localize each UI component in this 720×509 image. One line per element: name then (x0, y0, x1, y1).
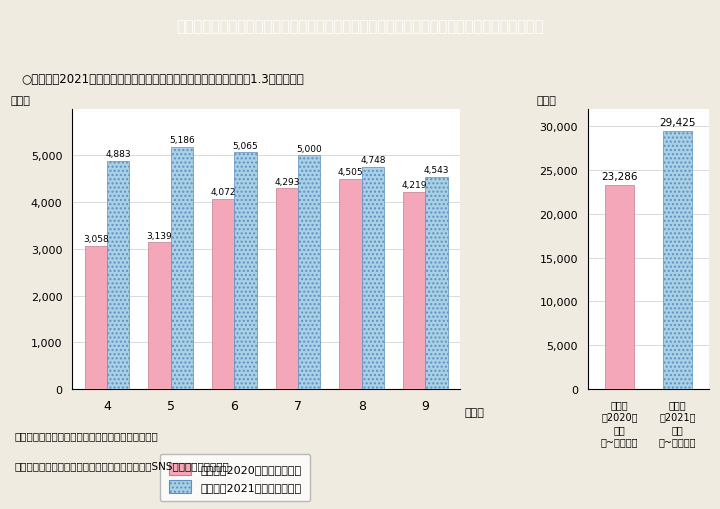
Text: 5,065: 5,065 (233, 142, 258, 150)
Text: （件）: （件） (536, 96, 557, 106)
Bar (212, 200, 234, 389)
Bar (107, 161, 130, 389)
Bar (606, 186, 634, 389)
Legend: 令和２（2020）年度４～９月, 令和３（2021）年度４～９月: 令和２（2020）年度４～９月, 令和３（2021）年度４～９月 (160, 454, 310, 501)
Text: 4,543: 4,543 (424, 165, 449, 175)
Bar (85, 247, 107, 389)
Text: 4,293: 4,293 (274, 177, 300, 186)
Bar (298, 156, 320, 389)
Bar (361, 168, 384, 389)
Bar (276, 189, 298, 389)
Bar (148, 243, 171, 389)
Bar (171, 148, 193, 389)
Text: 3,139: 3,139 (147, 231, 172, 240)
Text: （備考）１．内閣府男女共同参画局調べより作成。: （備考）１．内閣府男女共同参画局調べより作成。 (14, 430, 158, 440)
Text: 29,425: 29,425 (660, 118, 696, 128)
Text: 5,186: 5,186 (169, 135, 194, 145)
Text: 5,000: 5,000 (297, 145, 322, 153)
Text: 23,286: 23,286 (601, 172, 638, 181)
Text: 3,058: 3,058 (83, 235, 109, 244)
Bar (426, 178, 448, 389)
Bar (234, 153, 256, 389)
Bar (663, 132, 692, 389)
Text: 4,883: 4,883 (105, 150, 131, 159)
Text: （件）: （件） (11, 96, 31, 106)
Text: 4,505: 4,505 (338, 167, 364, 177)
Text: ２．相談件数は、電話・面接・メール・SNSによる相談の合計。: ２．相談件数は、電話・面接・メール・SNSによる相談の合計。 (14, 461, 229, 471)
Bar (403, 192, 426, 389)
Bar (339, 179, 361, 389)
Text: 4,219: 4,219 (402, 181, 427, 190)
Text: ５－９図　性犯罪・性暴力被害者のためのワンストップ支援センターの全国の相談件数の推移: ５－９図 性犯罪・性暴力被害者のためのワンストップ支援センターの全国の相談件数の… (176, 19, 544, 34)
Text: 4,072: 4,072 (210, 188, 236, 196)
Text: 4,748: 4,748 (360, 156, 386, 165)
Text: （月）: （月） (464, 408, 484, 417)
Text: ○令和３（2021）年度上半期の相談件数は、前年度同期に比べ、約1.3倍に増加。: ○令和３（2021）年度上半期の相談件数は、前年度同期に比べ、約1.3倍に増加。 (22, 72, 304, 86)
